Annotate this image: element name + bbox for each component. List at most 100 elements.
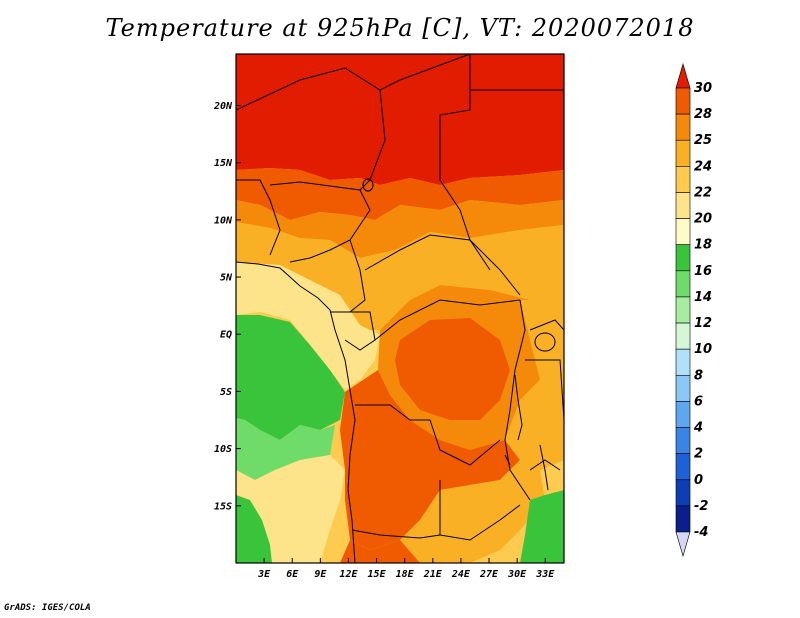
lon-tick-label: 15E	[368, 569, 387, 580]
latitude-axis: 20N 15N 10N 5N EQ 5S 10S 15S	[213, 101, 241, 512]
boundary-niger-chad	[359, 89, 386, 191]
boundary-zambia	[439, 480, 521, 541]
boundary-drc-north	[374, 299, 521, 341]
lon-tick-label: 24E	[451, 569, 471, 580]
temperature-field	[236, 54, 564, 563]
colorbar-segment	[675, 427, 691, 454]
colorbar-label: 2	[694, 447, 703, 462]
colorbar-segment	[675, 218, 691, 246]
colorbar-label: 14	[694, 290, 712, 305]
boundary-east-lakes	[504, 299, 531, 501]
lake-chad	[362, 178, 374, 192]
colorbar-segment	[675, 244, 691, 272]
credit-text: GrADS: IGES/COLA	[4, 603, 91, 613]
colorbar-label: 0	[694, 473, 703, 488]
colorbar-top-arrow	[675, 62, 691, 89]
colorbar-label: 28	[694, 107, 712, 122]
lake-tanganyika	[514, 374, 523, 441]
longitude-axis: 3E 6E 9E 12E 15E 18E 21E 24E 27E 30E 33E	[257, 558, 555, 580]
colorbar-segment	[675, 479, 691, 507]
field-region-southeast-green	[520, 490, 564, 563]
colorbar-label: 20	[694, 212, 712, 227]
colorbar-segment	[675, 139, 691, 167]
lake-mweru	[504, 454, 511, 466]
boundary-angola-namibia	[351, 529, 441, 539]
field-region-sahel-b	[236, 200, 564, 258]
colorbar-label: 4	[693, 421, 703, 436]
lon-tick-label: 6E	[286, 569, 299, 580]
field-region-east	[505, 300, 564, 470]
lat-tick-label: 5N	[220, 273, 233, 284]
colorbar-segment	[675, 453, 691, 481]
colorbar-label: 24	[694, 159, 712, 174]
lat-tick-label: 5S	[220, 387, 232, 398]
colorbar-segment	[675, 270, 691, 298]
field-region-south-warm	[340, 370, 520, 550]
colorbar-bottom-arrow	[675, 531, 691, 558]
boundary-mozambique	[529, 459, 561, 471]
lon-tick-label: 18E	[396, 569, 415, 580]
lon-tick-label: 3E	[257, 569, 271, 580]
colorbar-label: 12	[694, 316, 712, 331]
colorbar-label: 8	[694, 368, 703, 383]
field-region-congo-core	[395, 318, 510, 420]
lon-tick-label: 30E	[507, 569, 527, 580]
field-region-ocean-lightgreen	[236, 418, 335, 480]
colorbar-label: -2	[694, 499, 708, 514]
field-region-south-deep	[340, 540, 420, 563]
field-region-south-amber	[400, 460, 545, 563]
coastline-west-africa	[236, 261, 356, 563]
field-region-ocean-green	[236, 315, 345, 440]
lake-malawi	[539, 444, 549, 491]
lat-tick-label: 15N	[214, 158, 233, 169]
lat-tick-label: EQ	[220, 330, 232, 341]
colorbar-segment	[675, 322, 691, 350]
boundary-algeria-niger	[236, 67, 401, 111]
lat-tick-label: 15S	[214, 501, 232, 512]
lon-tick-label: 21E	[423, 569, 443, 580]
boundary-cameroon	[349, 239, 366, 313]
lakes	[362, 178, 556, 491]
colorbar-segment	[675, 113, 691, 141]
colorbar-segment	[675, 348, 691, 376]
colorbar-label: 22	[694, 185, 712, 200]
colorbar-label: 30	[694, 81, 712, 96]
colorbar-segment	[675, 166, 691, 193]
colorbar-label: 25	[694, 133, 712, 148]
colorbar-label: 10	[694, 342, 712, 357]
lon-tick-label: 12E	[339, 569, 358, 580]
lon-tick-label: 27E	[479, 569, 499, 580]
boundary-nigeria	[269, 181, 371, 263]
colorbar-label: -4	[694, 525, 708, 540]
lat-tick-label: 20N	[213, 101, 233, 112]
boundary-car	[364, 234, 521, 296]
chart-title: Temperature at 925hPa [C], VT: 202007201…	[105, 14, 695, 42]
country-boundaries	[236, 54, 564, 563]
colorbar-segment	[675, 374, 691, 402]
field-region-ocean-south-green	[236, 495, 272, 563]
field-region-sahel	[236, 168, 564, 220]
lake-victoria	[534, 332, 556, 352]
boundary-libya-chad	[399, 54, 471, 81]
colorbar-segment	[675, 192, 691, 219]
lon-tick-label: 33E	[535, 569, 555, 580]
colorbar-segment	[675, 401, 691, 428]
field-region-north-hot	[236, 54, 564, 185]
field-region-central	[236, 222, 564, 330]
boundary-tanzania	[525, 359, 564, 421]
lat-tick-label: 10N	[214, 215, 233, 226]
map-frame	[235, 53, 565, 564]
lat-tick-label: 10S	[214, 444, 232, 455]
lon-tick-label: 9E	[314, 569, 327, 580]
boundary-drc-angola	[355, 404, 501, 466]
colorbar-label: 6	[694, 394, 703, 409]
colorbar-label: 16	[694, 264, 712, 279]
boundary-uganda-kenya	[529, 319, 564, 331]
boundary-sahel-west	[236, 179, 281, 256]
colorbar-label: 18	[694, 238, 712, 253]
colorbar-segment	[675, 87, 691, 115]
colorbar-segment	[675, 296, 691, 324]
colorbar-segment	[675, 505, 691, 533]
